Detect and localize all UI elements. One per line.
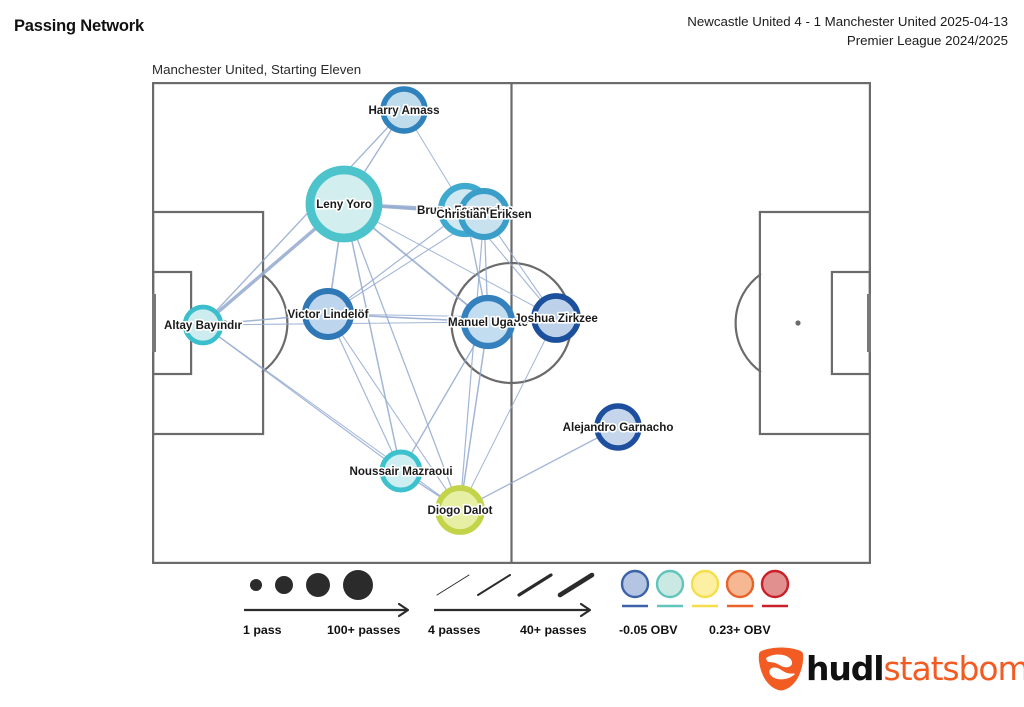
chart-subtitle: Manchester United, Starting Eleven bbox=[152, 62, 362, 77]
legend-width-stroke bbox=[477, 574, 511, 596]
player-node[interactable] bbox=[182, 304, 224, 346]
goal-left bbox=[152, 294, 156, 352]
page-title: Passing Network bbox=[14, 17, 144, 35]
player-label: Manuel Ugarte bbox=[448, 316, 528, 329]
pass-edge bbox=[459, 426, 619, 511]
legend-obv-max-label: 0.23+ OBV bbox=[709, 623, 771, 637]
player-node[interactable] bbox=[594, 403, 642, 451]
match-header: Newcastle United 4 - 1 Manchester United… bbox=[687, 12, 1008, 50]
legend-obv-min-label: -0.05 OBV bbox=[619, 623, 678, 637]
match-competition: Premier League 2024/2025 bbox=[846, 33, 1008, 48]
player-node[interactable] bbox=[305, 165, 383, 243]
match-scoreline: Newcastle United 4 - 1 Manchester United… bbox=[687, 14, 1008, 29]
six-yard-box-right bbox=[830, 270, 871, 376]
legend-edge-width bbox=[434, 572, 595, 618]
passing-network-chart: Altay Bayındır Victor Lindelöf Leny Yoro Ha… bbox=[152, 82, 871, 564]
legend-width-arrowhead bbox=[579, 602, 592, 618]
pass-edge bbox=[459, 213, 485, 511]
legend-obv-swatch bbox=[725, 569, 755, 599]
pass-edge bbox=[343, 203, 557, 319]
player-label: Leny Yoro bbox=[316, 198, 372, 211]
legend-size-arrowhead bbox=[397, 602, 410, 618]
pass-edge bbox=[459, 317, 557, 511]
pass-edge bbox=[327, 209, 466, 315]
legend-width-stroke bbox=[517, 573, 553, 597]
player-label: Noussair Mazraoui bbox=[349, 465, 452, 478]
legend-size-dot bbox=[306, 573, 330, 597]
penalty-arc-left bbox=[261, 273, 289, 373]
legend-size-dot bbox=[343, 570, 373, 600]
legend-width-min-label: 4 passes bbox=[428, 623, 481, 637]
player-label: Christian Eriksen bbox=[436, 208, 531, 221]
player-label: Bruno Fernandes bbox=[417, 204, 513, 217]
player-node[interactable] bbox=[460, 294, 516, 350]
logo-statsbomb-text: statsbomb bbox=[883, 649, 1024, 688]
penalty-spot-right bbox=[795, 320, 801, 326]
legend-size-max-label: 100+ passes bbox=[327, 623, 401, 637]
legend-node-size bbox=[244, 570, 410, 618]
hudl-statsbomb-wordmark: hudlstatsbomb bbox=[806, 650, 1024, 688]
legend-size-dot bbox=[250, 579, 262, 591]
pass-edge bbox=[327, 313, 557, 319]
player-label: Joshua Zirkzee bbox=[514, 312, 598, 325]
player-nodes-layer bbox=[182, 86, 642, 535]
pass-edge bbox=[327, 313, 461, 511]
legend-size-min-label: 1 pass bbox=[243, 623, 282, 637]
legend-obv-swatch bbox=[690, 569, 720, 599]
legend-width-max-label: 40+ passes bbox=[520, 623, 587, 637]
pass-edge bbox=[327, 313, 402, 472]
player-label: Alejandro Garnacho bbox=[563, 421, 674, 434]
pass-edge bbox=[202, 109, 405, 326]
player-label: Harry Amass bbox=[368, 104, 439, 117]
player-node[interactable] bbox=[458, 188, 510, 240]
player-node[interactable] bbox=[531, 293, 581, 343]
player-labels-layer: Altay Bayındır Victor Lindelöf Leny Yoro Ha… bbox=[162, 102, 675, 518]
legend-obv-swatch bbox=[655, 569, 685, 599]
pass-edge bbox=[343, 203, 402, 472]
penalty-arc-right bbox=[734, 273, 762, 373]
player-label: Diogo Dalot bbox=[427, 504, 492, 517]
legend-width-stroke bbox=[557, 572, 595, 598]
player-node[interactable] bbox=[435, 485, 485, 535]
logo-hudl-text: hudl bbox=[806, 649, 885, 688]
legend-obv-swatch bbox=[620, 569, 650, 599]
hudl-shield-icon bbox=[758, 647, 804, 691]
penalty-area-right bbox=[758, 210, 871, 436]
player-label: Altay Bayındır bbox=[164, 319, 242, 332]
pass-edge bbox=[459, 321, 489, 511]
legend-size-dot bbox=[275, 576, 293, 594]
player-node[interactable] bbox=[302, 288, 354, 340]
legend-width-stroke bbox=[436, 574, 470, 596]
pass-edge bbox=[202, 324, 461, 511]
pass-edge bbox=[400, 321, 489, 472]
pitch-container: Altay Bayındır Victor Lindelöf Leny Yoro Ha… bbox=[152, 82, 871, 564]
player-node[interactable] bbox=[380, 86, 428, 134]
pass-edge bbox=[343, 203, 461, 511]
player-node[interactable] bbox=[379, 449, 423, 493]
legend-obv-scale bbox=[620, 569, 790, 608]
legend-obv-swatch bbox=[760, 569, 790, 599]
goal-right bbox=[867, 294, 871, 352]
player-label: Victor Lindelöf bbox=[288, 308, 369, 321]
